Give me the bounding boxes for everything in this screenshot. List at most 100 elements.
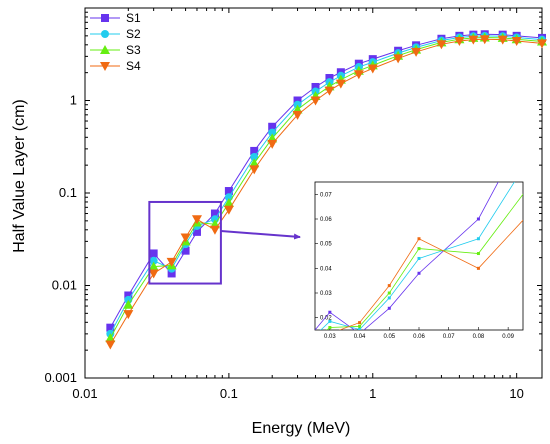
inset-y-tick-label: 0.05 <box>320 242 332 248</box>
legend-label: S2 <box>126 27 141 41</box>
inset-data-point <box>476 237 480 241</box>
data-point <box>267 139 278 149</box>
data-point <box>249 158 260 168</box>
inset-x-tick-label: 0.04 <box>354 334 366 340</box>
y-tick-label: 1 <box>70 93 77 108</box>
data-point <box>311 82 320 91</box>
data-point <box>148 269 159 279</box>
data-point <box>191 215 202 225</box>
inset-y-tick-label: 0.03 <box>320 291 332 297</box>
data-point <box>367 64 378 74</box>
inset-y-tick-label: 0.06 <box>320 217 332 223</box>
data-point <box>293 96 302 105</box>
data-point <box>411 47 422 57</box>
data-point <box>250 153 259 162</box>
data-point <box>224 187 233 196</box>
data-point <box>454 36 465 46</box>
inset-data-point <box>328 310 332 314</box>
data-point <box>335 79 346 89</box>
legend-label: S3 <box>126 43 141 57</box>
legend-marker <box>100 62 110 71</box>
data-point <box>468 35 479 45</box>
inset-x-tick-label: 0.05 <box>383 334 395 340</box>
inset-x-tick-label: 0.03 <box>324 334 336 340</box>
y-tick-label: 0.001 <box>44 370 77 385</box>
data-point <box>210 209 219 218</box>
data-point <box>223 197 234 207</box>
inset-x-tick-label: 0.06 <box>413 334 425 340</box>
data-point <box>149 256 158 265</box>
inset-data-point <box>417 256 421 260</box>
x-tick-label: 0.01 <box>72 386 97 401</box>
data-point <box>181 246 190 255</box>
inset-data-point <box>328 319 332 323</box>
data-point <box>325 74 334 83</box>
data-point <box>393 54 404 64</box>
data-point <box>292 110 303 120</box>
y-tick-label: 0.01 <box>52 278 77 293</box>
data-point <box>310 96 321 106</box>
data-point <box>123 299 134 309</box>
data-point <box>537 39 547 49</box>
data-point <box>123 310 134 320</box>
legend: S1 S2 S3 S4 <box>90 11 141 73</box>
inset-y-tick-label: 0.02 <box>320 316 332 322</box>
inset-plot: 0.03 0.04 0.05 0.06 0.07 0.08 0.09 0.02 0.03 0.04… <box>314 181 524 340</box>
data-point <box>209 225 220 235</box>
inset-data-point <box>358 321 362 325</box>
inset-data-point <box>476 252 480 256</box>
data-point <box>436 40 447 50</box>
data-point <box>167 269 176 278</box>
data-point <box>497 35 508 45</box>
y-tick-label: 0.1 <box>59 185 77 200</box>
inset-series-s2 <box>320 182 515 330</box>
x-axis-title: Energy (MeV) <box>252 420 351 437</box>
data-point <box>250 146 259 155</box>
inset-x-tick-label: 0.09 <box>502 334 514 340</box>
data-point <box>479 35 490 45</box>
data-point <box>124 291 133 300</box>
data-point <box>192 227 201 236</box>
legend-marker <box>101 30 109 38</box>
legend-label: S1 <box>126 11 141 25</box>
data-point <box>223 205 234 215</box>
inset-y-tick-label: 0.07 <box>320 192 332 198</box>
inset-x-tick-label: 0.07 <box>443 334 455 340</box>
data-point <box>166 257 177 267</box>
legend-label: S4 <box>126 59 141 73</box>
data-point <box>268 128 277 137</box>
data-point <box>324 86 335 96</box>
inset-series-s4 <box>338 219 523 330</box>
x-tick-label: 10 <box>509 386 523 401</box>
inset-series-s3 <box>326 193 523 330</box>
zoom-indicator <box>148 200 301 285</box>
inset-data-point <box>417 271 421 275</box>
legend-marker <box>100 45 110 54</box>
inset-data-point <box>476 266 480 270</box>
data-point <box>149 249 158 258</box>
data-point <box>249 165 260 175</box>
series-s4 <box>105 35 547 350</box>
inset-y-tick-label: 0.04 <box>320 266 332 272</box>
inset-data-point <box>387 284 391 288</box>
data-point <box>511 36 522 46</box>
y-axis-title: Half Value Layer (cm) <box>11 99 28 253</box>
x-tick-label: 0.1 <box>220 386 238 401</box>
legend-marker <box>101 14 109 22</box>
inset-data-point <box>476 217 480 221</box>
data-point <box>180 233 191 243</box>
inset-data-point <box>417 247 421 251</box>
inset-series-s1 <box>315 182 499 330</box>
inset-data-point <box>387 291 391 295</box>
inset-data-point <box>387 296 391 300</box>
inset-data-point <box>358 328 362 330</box>
data-point <box>105 340 116 350</box>
inset-frame <box>314 181 524 331</box>
inset-data-point <box>417 237 421 241</box>
inset-data-point <box>387 306 391 310</box>
zoom-box <box>148 200 222 285</box>
inset-series-group <box>315 182 523 330</box>
inset-data-point <box>328 326 332 330</box>
data-point <box>106 323 115 332</box>
